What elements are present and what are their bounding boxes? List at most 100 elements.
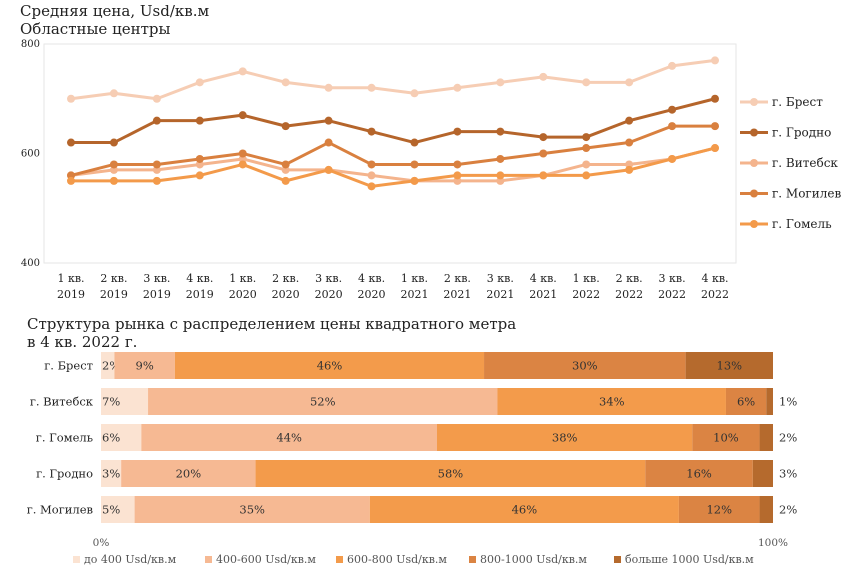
line-point-0-1 [109,89,118,98]
bar-segment-4-0 [101,496,135,523]
bar-chart-title: Структура рынка с распределением цены кв… [27,315,516,333]
bar-segment-2-4 [759,424,773,451]
line-point-4-11 [539,171,548,180]
bar-category-3: г. Гродно [36,467,93,481]
line-point-1-5 [281,122,290,131]
line-point-4-8 [410,176,419,185]
line-x-tick-year-2: 2019 [143,288,171,301]
bar-label-3-1: 20% [176,467,202,481]
bar-segment-3-0 [101,460,122,487]
line-point-1-7 [367,127,376,136]
bar-label-0-4: 13% [717,359,743,373]
line-point-0-8 [410,89,419,98]
line-y-tick-2: 800 [21,39,40,50]
bar-segment-1-0 [101,388,149,415]
bar-legend-swatch-4 [614,556,621,563]
line-series-1 [71,97,716,145]
line-legend-label-4: г. Гомель [772,217,832,231]
line-x-tick-quarter-8: 1 кв. [401,272,428,285]
line-point-3-14 [668,122,677,131]
line-point-2-3 [195,160,204,169]
line-point-2-4 [238,154,247,163]
line-point-3-11 [539,149,548,158]
line-point-3-12 [582,144,591,153]
bar-label-0-3: 30% [572,359,598,373]
bar-label-1-3: 6% [737,395,755,409]
bar-label-2-4: 2% [779,431,797,445]
line-point-0-6 [324,83,333,92]
line-point-1-2 [152,116,161,125]
line-x-tick-quarter-7: 4 кв. [358,272,385,285]
line-point-3-0 [67,171,75,180]
line-point-0-4 [238,67,247,76]
line-legend-label-3: г. Могилев [772,187,841,201]
bar-legend-label-1: 400-600 Usd/кв.м [216,553,316,566]
line-point-0-3 [195,78,204,87]
line-point-1-11 [539,133,548,142]
line-point-1-9 [453,127,462,136]
line-point-4-9 [453,171,462,180]
line-point-1-4 [238,111,247,120]
line-x-tick-year-8: 2021 [400,288,428,301]
line-legend-marker-1 [750,128,758,137]
line-point-4-12 [582,171,591,180]
bar-label-1-0: 7% [102,395,120,409]
line-point-3-5 [281,160,290,169]
line-point-2-1 [109,165,118,174]
line-x-tick-quarter-9: 2 кв. [444,272,471,285]
bar-category-0: г. Брест [44,359,93,373]
line-point-3-10 [496,154,505,163]
bar-segment-2-3 [692,424,760,451]
bar-label-4-4: 2% [779,503,797,517]
bar-legend-swatch-1 [205,556,212,563]
line-point-0-15 [711,56,719,65]
bar-legend-label-3: 800-1000 Usd/кв.м [480,553,587,566]
line-point-4-14 [668,154,677,163]
line-point-4-5 [281,176,290,185]
bar-label-4-2: 46% [512,503,538,517]
bar-label-1-2: 34% [599,395,625,409]
bar-segment-2-2 [437,424,693,451]
bar-legend-swatch-2 [336,556,343,563]
line-legend-label-2: г. Витебск [772,156,838,170]
bar-category-2: г. Гомель [36,431,93,445]
line-point-2-10 [496,176,505,185]
bar-label-0-2: 46% [317,359,343,373]
line-point-4-4 [238,160,247,169]
bar-segment-3-1 [121,460,256,487]
bar-segment-2-0 [101,424,142,451]
line-point-3-1 [109,160,118,169]
line-series-4 [71,146,716,188]
line-point-2-2 [152,165,161,174]
line-point-4-1 [109,176,118,185]
line-x-tick-year-14: 2022 [658,288,686,301]
line-point-2-9 [453,176,462,185]
line-point-3-9 [453,160,462,169]
line-y-tick-0: 400 [21,258,40,269]
line-x-tick-year-1: 2019 [100,288,128,301]
line-point-4-0 [67,176,75,185]
line-point-1-3 [195,116,204,125]
line-legend-marker-0 [750,98,758,106]
line-x-tick-quarter-3: 4 кв. [186,272,213,285]
line-x-tick-quarter-11: 4 кв. [530,272,557,285]
bar-label-3-0: 3% [102,467,120,481]
line-point-1-14 [668,105,677,114]
line-x-tick-year-5: 2020 [272,288,300,301]
bar-label-4-3: 12% [706,503,732,517]
line-point-2-12 [582,160,591,169]
line-point-3-4 [238,149,247,158]
bar-segment-2-1 [141,424,437,451]
line-legend-marker-4 [750,220,758,228]
bar-legend-label-4: больше 1000 Usd/кв.м [625,553,754,566]
line-point-0-9 [453,83,462,92]
line-x-tick-year-9: 2021 [443,288,471,301]
line-point-1-6 [324,116,333,125]
line-chart-title: Средняя цена, Usd/кв.м [20,2,209,20]
line-x-tick-year-3: 2019 [186,288,214,301]
line-point-3-6 [324,138,333,147]
line-point-1-1 [109,138,118,147]
bar-segment-4-1 [134,496,370,523]
line-point-1-15 [711,94,719,103]
line-x-tick-quarter-6: 3 кв. [315,272,342,285]
